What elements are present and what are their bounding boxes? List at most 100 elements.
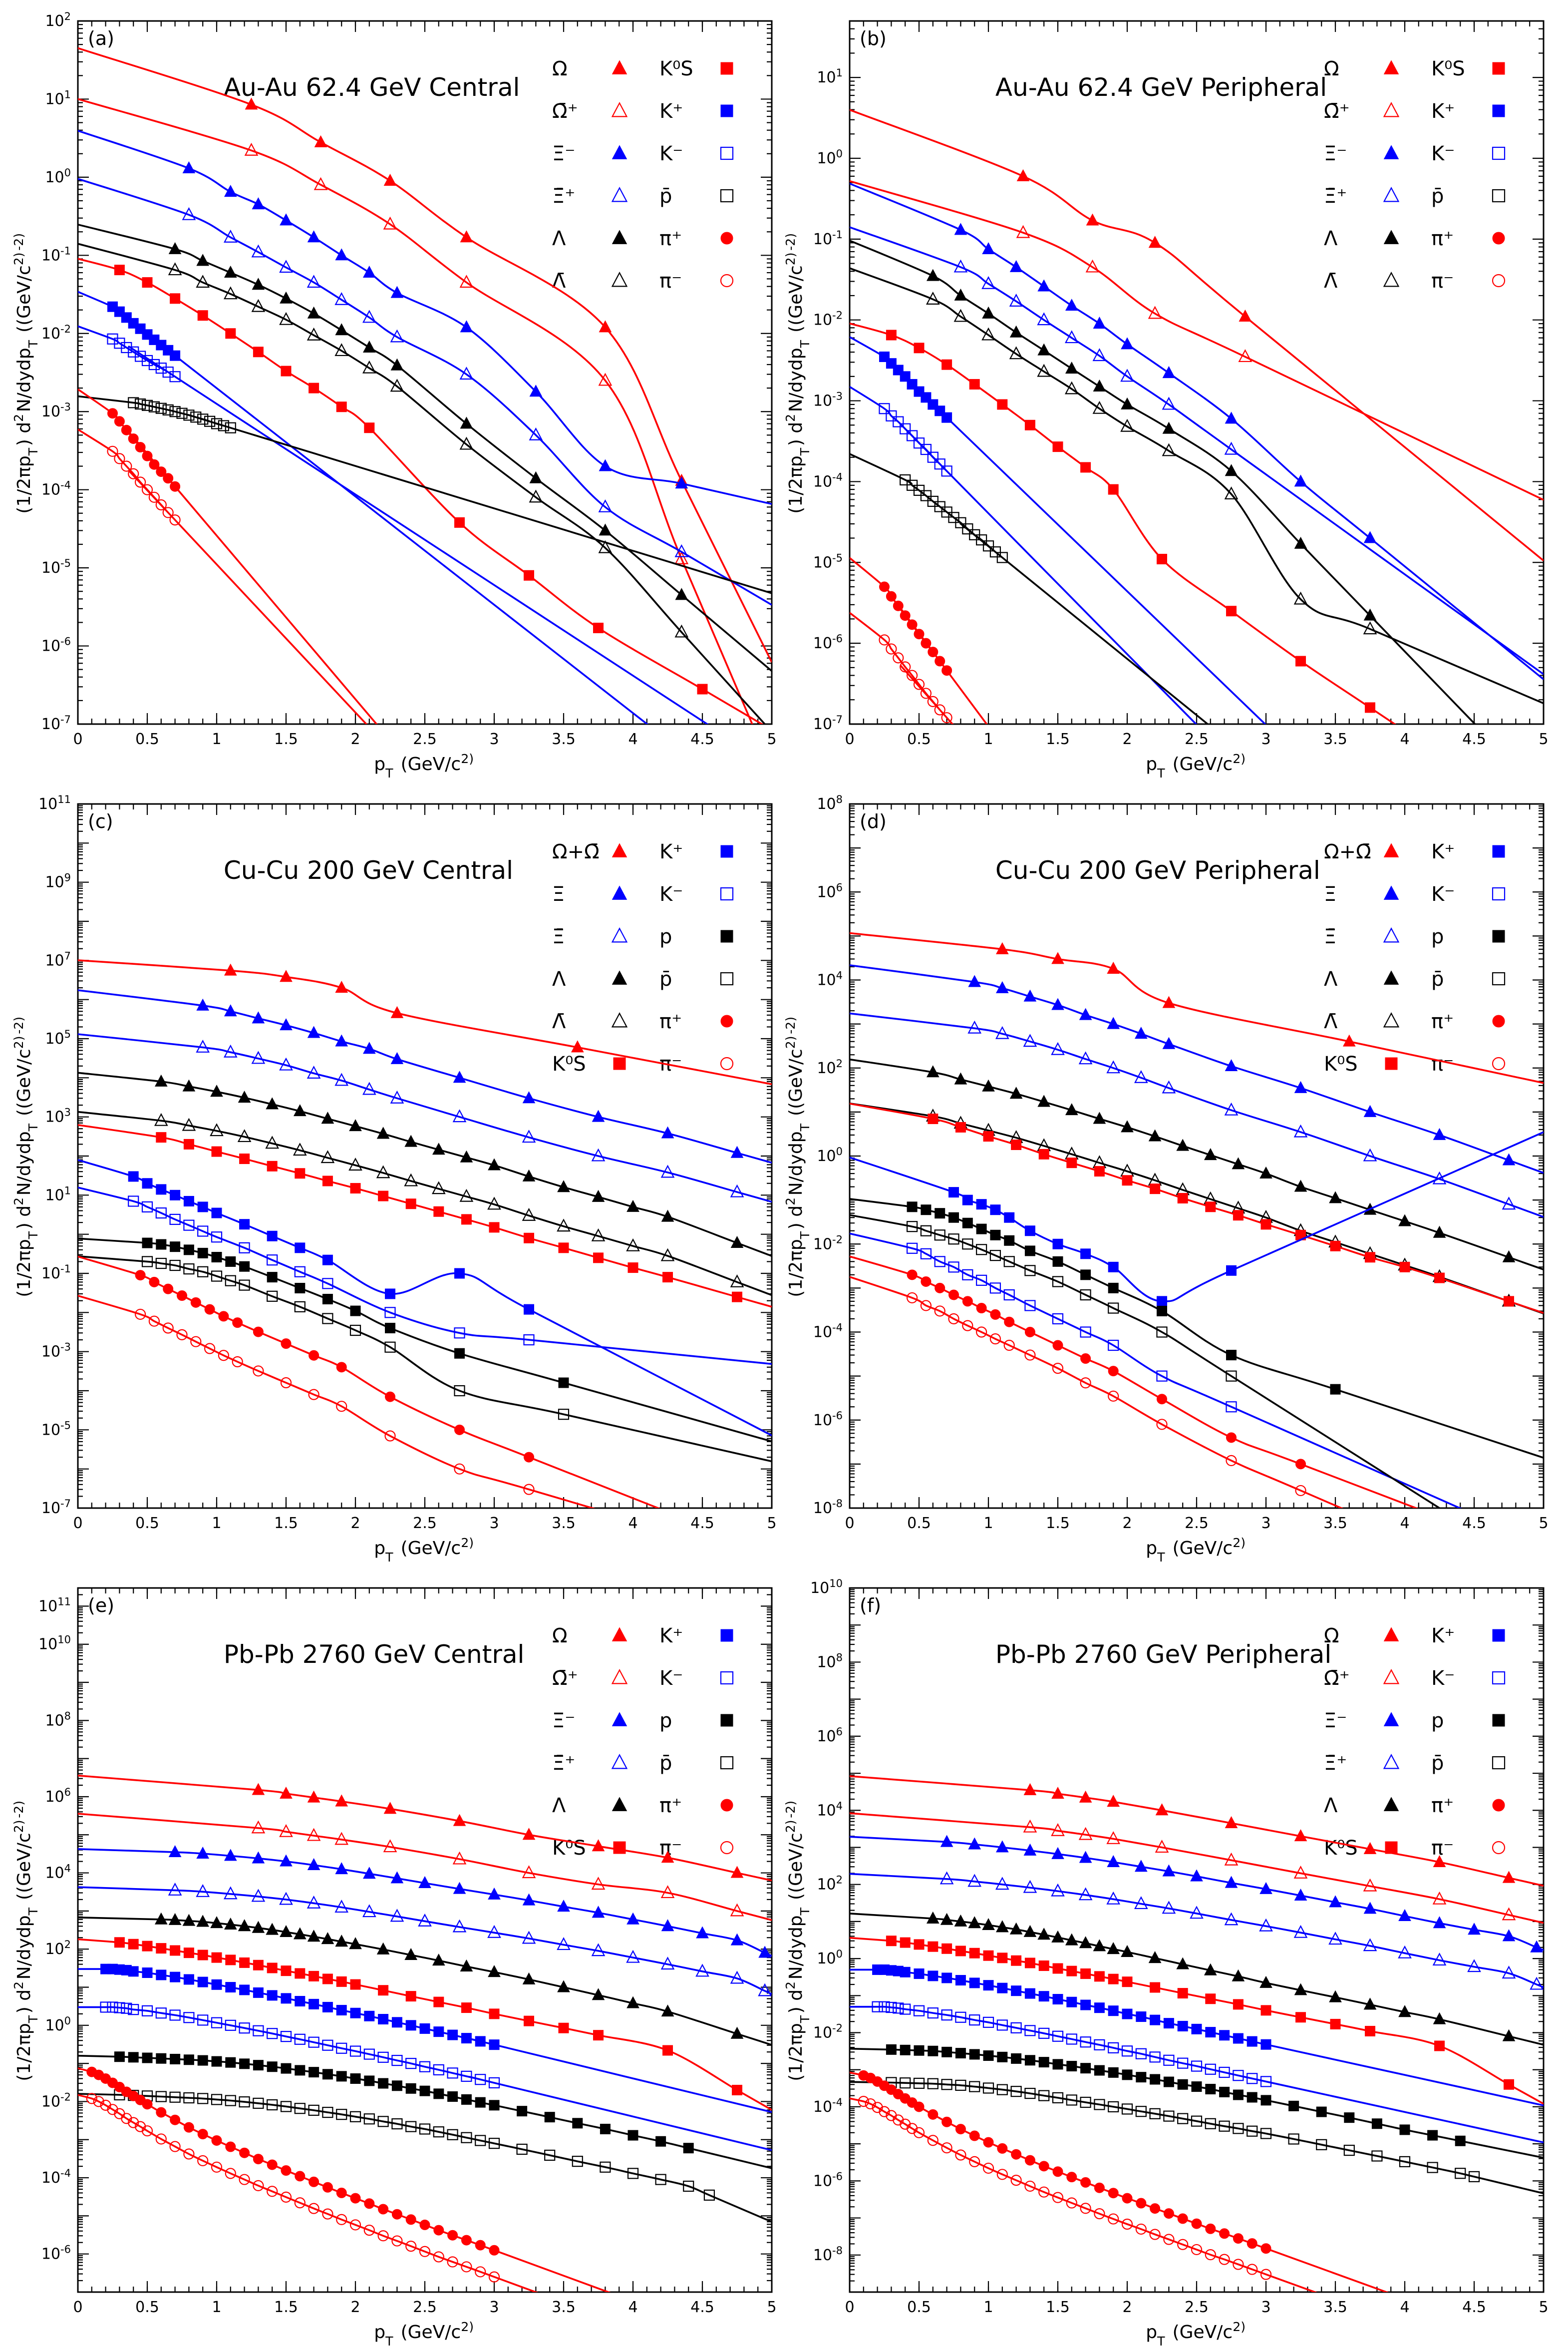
data-point	[1433, 1916, 1446, 1929]
data-point	[141, 2125, 153, 2137]
data-point	[886, 330, 897, 341]
legend-marker	[611, 187, 628, 202]
data-point	[1205, 2084, 1216, 2095]
data-point	[522, 1169, 536, 1181]
data-point	[627, 1912, 639, 1925]
data-point	[1037, 364, 1051, 377]
data-point	[1052, 1238, 1063, 1249]
data-point	[308, 1389, 319, 1400]
data-point	[267, 2061, 278, 2072]
x-tick-label: 4	[1400, 2299, 1409, 2316]
data-point	[279, 1057, 293, 1071]
data-point	[955, 2124, 966, 2135]
data-point	[239, 1242, 250, 1253]
legend-marker	[1492, 1015, 1505, 1028]
data-point	[182, 1914, 196, 1926]
legend-label: π⁻	[659, 1837, 682, 1860]
data-point	[955, 1975, 966, 1986]
data-point	[253, 1365, 264, 1377]
data-point	[1079, 1936, 1092, 1949]
data-point	[190, 1297, 201, 1308]
data-point	[93, 2096, 104, 2107]
legend-marker	[720, 1671, 734, 1685]
data-point	[1371, 2150, 1383, 2162]
data-point	[391, 2054, 403, 2066]
panel-letter: (b)	[860, 27, 887, 49]
data-point	[197, 1225, 209, 1237]
data-point	[1094, 2182, 1105, 2193]
data-point	[1009, 346, 1023, 360]
data-point	[279, 260, 293, 273]
data-point	[683, 2143, 694, 2154]
y-tick-label: 10-2	[813, 1233, 843, 1253]
series-5	[78, 243, 766, 724]
data-point	[168, 1913, 182, 1925]
data-point	[558, 1242, 569, 1253]
data-point	[1080, 2063, 1091, 2074]
data-point	[1233, 2123, 1244, 2134]
data-point	[1205, 2027, 1216, 2038]
data-point	[1148, 236, 1162, 248]
data-point	[378, 2204, 389, 2215]
data-point	[128, 1939, 139, 1950]
fit-curve	[78, 1186, 772, 1365]
fit-curve	[850, 1232, 1462, 1508]
data-point	[489, 2245, 500, 2256]
series-5	[850, 1103, 1544, 1314]
data-point	[1037, 1095, 1051, 1107]
data-point	[223, 1886, 238, 1900]
y-tick-label: 104	[817, 970, 843, 989]
y-tick-label: 10-6	[813, 1410, 843, 1429]
series-6	[78, 258, 764, 724]
data-point	[267, 1230, 278, 1241]
data-point	[461, 2132, 472, 2143]
data-point	[294, 1266, 306, 1277]
panel-e: 0 0.5 1 1.5 2 2.5 3 3.5 4 4.5 510-610-410-21001021…	[11, 1587, 777, 2349]
data-point	[1009, 1087, 1023, 1099]
x-tick-label: 1.5	[274, 731, 298, 748]
data-point	[1051, 1930, 1064, 1943]
data-point	[1064, 330, 1079, 344]
data-point	[362, 1904, 376, 1918]
x-tick-label: 0	[845, 1515, 854, 1532]
data-point	[170, 1241, 181, 1252]
data-point	[928, 2045, 939, 2056]
data-point	[1162, 421, 1176, 434]
data-point	[935, 656, 945, 667]
x-tick-label: 2	[1122, 2299, 1132, 2316]
data-point	[364, 2010, 375, 2021]
fit-curve	[78, 178, 772, 606]
data-point	[322, 2001, 333, 2012]
data-point	[941, 2009, 952, 2021]
data-point	[336, 1401, 347, 1412]
x-tick-label: 3.5	[1323, 1515, 1347, 1532]
y-tick-label: 109	[45, 872, 71, 891]
data-point	[225, 2057, 236, 2068]
data-point	[405, 2241, 417, 2252]
data-point	[928, 1970, 939, 1981]
data-point	[155, 2133, 167, 2145]
data-point	[253, 2154, 264, 2165]
data-point	[997, 1982, 1008, 1993]
y-tick-label: 108	[817, 1651, 843, 1671]
data-point	[1205, 2118, 1216, 2129]
data-point	[935, 1208, 945, 1219]
data-point	[405, 2121, 417, 2132]
series-8	[78, 325, 709, 724]
y-tick-label: 106	[45, 1786, 71, 1806]
data-point	[128, 468, 139, 479]
data-point	[121, 460, 132, 472]
panel-title: Pb-Pb 2760 GeV Central	[224, 1640, 525, 1669]
data-point	[335, 1862, 348, 1875]
data-point	[433, 2026, 444, 2037]
data-point	[128, 2004, 139, 2015]
data-point	[459, 367, 474, 380]
fit-curve	[850, 2047, 1544, 2159]
series-1	[850, 1812, 1544, 1924]
data-point	[1093, 379, 1106, 392]
data-point	[996, 2084, 1008, 2095]
data-point	[1260, 2128, 1272, 2139]
legend-label: p	[659, 1709, 672, 1732]
data-point	[1155, 1840, 1169, 1853]
x-tick-label: 0.5	[907, 1515, 931, 1532]
